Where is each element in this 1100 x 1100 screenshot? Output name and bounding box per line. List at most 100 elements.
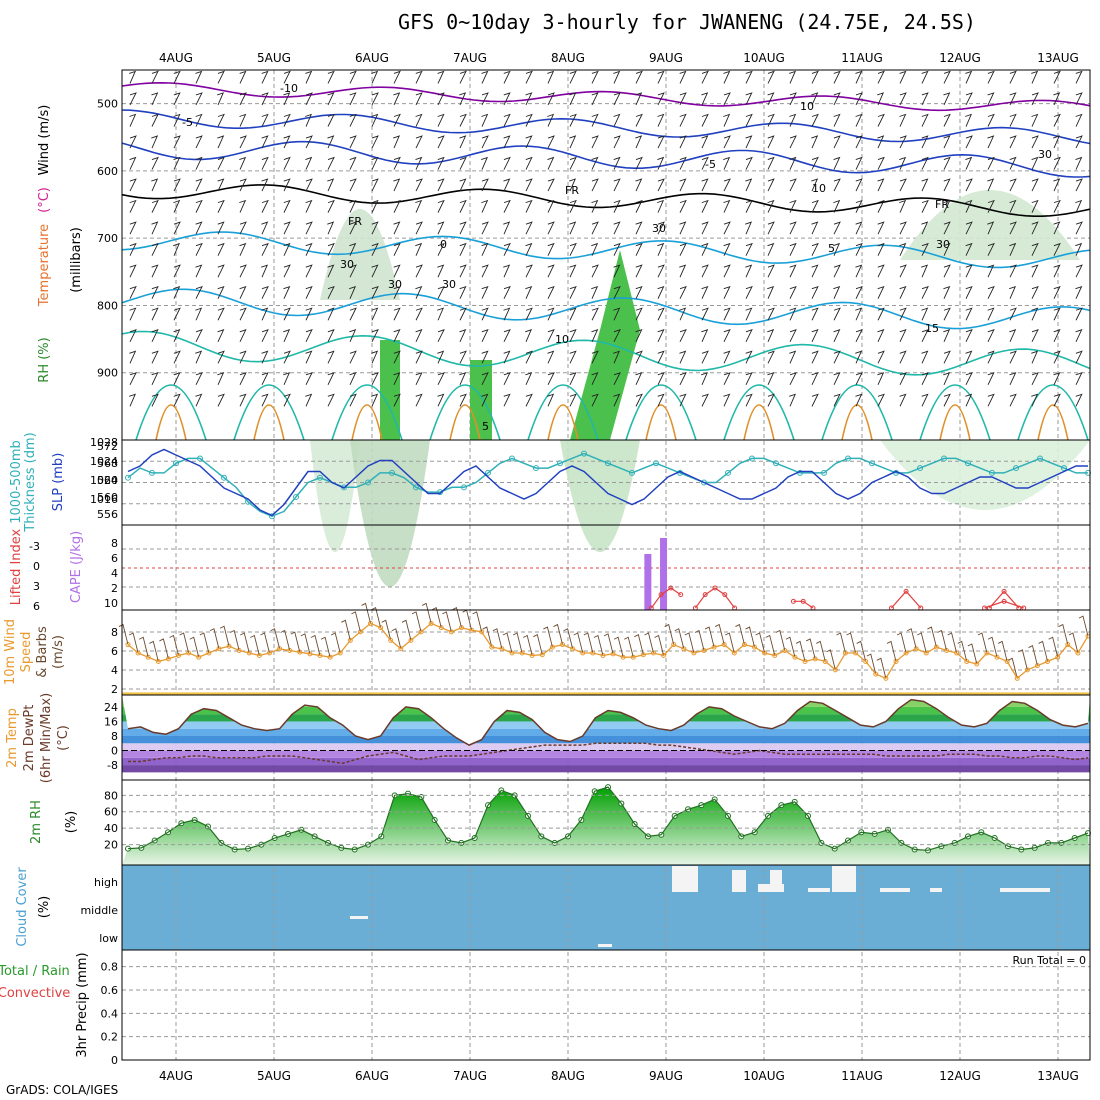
wind-barb xyxy=(591,221,599,235)
wind-speed-marker xyxy=(1024,667,1030,673)
wind-barb xyxy=(591,393,599,407)
wind-barb xyxy=(745,221,753,235)
wind-barb xyxy=(569,264,577,278)
wind-barb xyxy=(921,350,929,364)
wind-speed-marker xyxy=(792,654,798,660)
wind-barb xyxy=(965,307,973,321)
wind-barb xyxy=(261,221,269,235)
wind-barb xyxy=(393,178,401,192)
wind-barb xyxy=(305,199,313,213)
wind-barb xyxy=(767,156,775,170)
temperature-contour xyxy=(1017,384,1089,441)
y-axis-label: (%) xyxy=(37,896,52,919)
temperature-band xyxy=(122,765,1090,773)
cloud-cover-block xyxy=(808,888,830,892)
wind-barb xyxy=(1075,242,1083,256)
wind-barb xyxy=(745,199,753,213)
surface-wind-barb xyxy=(997,640,1008,662)
wind-barb xyxy=(811,329,819,342)
y-axis-label: (6hr Min/Max) xyxy=(39,693,54,783)
wind-barb xyxy=(151,329,159,342)
wind-barb xyxy=(481,350,489,364)
wind-barb xyxy=(503,307,511,321)
wind-barb xyxy=(613,92,621,106)
wind-speed-marker xyxy=(913,646,919,652)
wind-barb xyxy=(217,156,225,170)
wind-barb xyxy=(899,221,907,235)
wind-barb xyxy=(855,264,863,278)
x-tick-label-bottom: 12AUG xyxy=(939,1069,981,1083)
precip-tick-label: 0.4 xyxy=(101,1007,119,1020)
wind-barb xyxy=(635,135,643,149)
surface-wind-barb xyxy=(159,638,169,660)
wind-barb xyxy=(481,285,489,299)
wind-barb xyxy=(921,221,929,235)
surface-wind-barb xyxy=(432,607,442,628)
y-axis-label: 1000-500mb xyxy=(9,440,24,524)
wind-barb xyxy=(415,135,423,149)
wind-barb xyxy=(657,92,665,106)
wind-barb xyxy=(789,393,797,407)
wind-barb xyxy=(943,156,951,170)
wind-barb xyxy=(943,350,951,364)
wind-barb xyxy=(767,70,775,84)
wind-barb xyxy=(217,329,225,342)
wind-barb xyxy=(987,113,995,127)
contour-label: 5 xyxy=(828,242,835,255)
wind-barb xyxy=(415,221,423,235)
wind-speed-marker xyxy=(893,658,899,664)
y-axis-label: (%) xyxy=(64,811,79,834)
wind-barb xyxy=(525,242,533,256)
wind-barb xyxy=(899,393,907,407)
wind-barb xyxy=(283,113,291,127)
wind-barb xyxy=(283,156,291,170)
surface-wind-barb xyxy=(957,640,968,662)
thickness-marker xyxy=(917,465,923,472)
wind-barb xyxy=(767,264,775,278)
wind-barb xyxy=(855,393,863,407)
wind-speed-marker xyxy=(994,654,1000,660)
lifted-index-tick-label: -3 xyxy=(29,540,40,553)
wind-barb xyxy=(569,135,577,149)
wind-barb xyxy=(855,372,863,386)
wind-barb xyxy=(789,285,797,299)
temperature-contour xyxy=(253,404,285,441)
surface-wind-barb xyxy=(270,628,281,649)
wind-barb xyxy=(877,285,885,299)
wind-barb xyxy=(723,285,731,299)
wind-barb xyxy=(415,242,423,256)
contour-label: -5 xyxy=(705,158,716,171)
wind-barb xyxy=(833,221,841,235)
wind-barb xyxy=(151,307,159,321)
wind-barb xyxy=(943,393,951,407)
wind-barb xyxy=(437,264,445,278)
pressure-tick-label: 700 xyxy=(97,232,118,245)
wind-barb xyxy=(789,113,797,127)
wind-barb xyxy=(635,307,643,321)
wind-barb xyxy=(855,242,863,256)
surface-wind-barb xyxy=(260,632,270,654)
surface-wind-barb xyxy=(725,632,735,654)
surface-wind-barb xyxy=(1078,615,1089,637)
wind-barb xyxy=(1031,307,1039,321)
surface-wind-barb xyxy=(634,634,644,655)
wind-barb xyxy=(943,178,951,192)
wind-barb xyxy=(1031,92,1039,106)
wind-barb xyxy=(701,329,709,342)
wind-barb xyxy=(459,307,467,321)
wind-speed-marker xyxy=(1075,650,1081,656)
surface-wind-barb xyxy=(735,623,745,645)
wind-speed-marker xyxy=(681,646,687,652)
wind-barb xyxy=(437,92,445,106)
wind-barb xyxy=(283,199,291,213)
wind-barb xyxy=(459,113,467,127)
wind-barb xyxy=(811,178,819,192)
wind-barb xyxy=(943,372,951,386)
wind-speed-marker xyxy=(448,629,454,635)
rh-shading xyxy=(350,440,430,587)
wind-barb xyxy=(745,372,753,386)
y-axis-label: Temperature xyxy=(37,224,52,307)
wind-barb xyxy=(1031,156,1039,170)
wind-barb xyxy=(173,113,181,127)
wind-barb xyxy=(195,135,203,149)
